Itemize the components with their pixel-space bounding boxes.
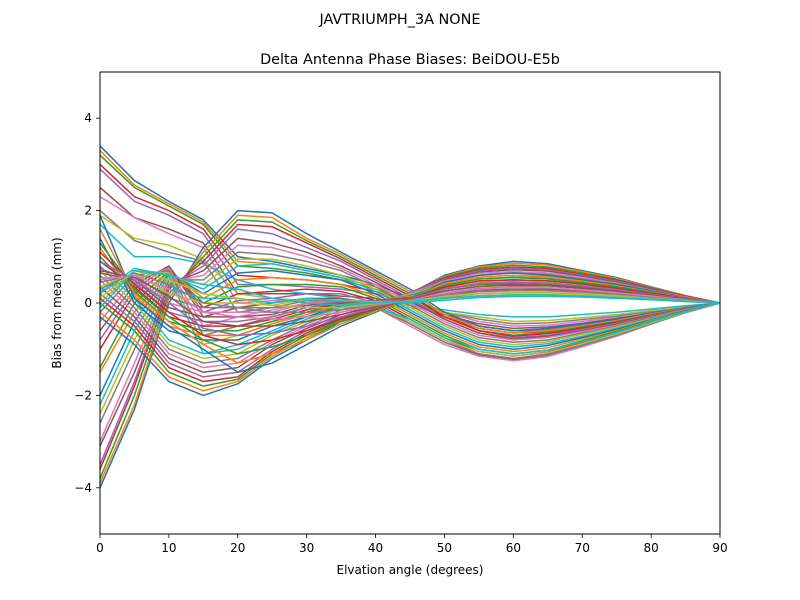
series-line-s56	[99, 269, 721, 327]
series-line-s18	[99, 251, 721, 424]
series-line-s60	[99, 269, 721, 309]
y-tick-label: −2	[74, 388, 92, 402]
series-line-s55	[99, 260, 721, 337]
y-axis-label: Bias from mean (mm)	[50, 237, 64, 368]
series-line-s20	[99, 262, 721, 405]
x-tick-label: 90	[712, 541, 727, 555]
y-tick-label: 2	[84, 204, 92, 218]
series-lines	[99, 145, 721, 489]
plot-area-frame	[99, 71, 721, 535]
x-tick-label: 70	[575, 541, 590, 555]
chart-suptitle: JAVTRIUMPH_3A NONE	[319, 12, 481, 28]
chart-title: Delta Antenna Phase Biases: BeiDOU-E5b	[260, 52, 560, 68]
series-line-s12	[99, 214, 721, 484]
series-line-s35	[99, 267, 721, 378]
series-line-s05	[99, 168, 721, 332]
y-tick-label: 4	[84, 111, 92, 125]
series-line-s11	[99, 209, 721, 489]
x-tick-label: 40	[368, 541, 383, 555]
x-axis-label: Elvation angle (degrees)	[337, 563, 484, 577]
x-tick-label: 30	[299, 541, 314, 555]
x-tick-label: 0	[96, 541, 104, 555]
y-tick-label: 0	[84, 296, 92, 310]
x-tick-label: 10	[161, 541, 176, 555]
y-axis-ticks: −4 −2 0 2 4	[74, 111, 100, 495]
x-axis-ticks: 0 10 20 30 40 50 60 70 80 90	[96, 534, 728, 555]
series-line-s37	[99, 270, 721, 369]
x-tick-label: 20	[230, 541, 245, 555]
series-line-s50	[99, 274, 721, 304]
x-tick-label: 60	[506, 541, 521, 555]
x-tick-label: 50	[437, 541, 452, 555]
x-tick-label: 80	[643, 541, 658, 555]
y-tick-label: −4	[74, 481, 92, 495]
